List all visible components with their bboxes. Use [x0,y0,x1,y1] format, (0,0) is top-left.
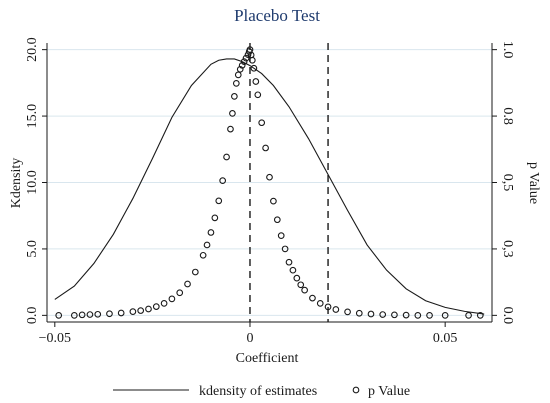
p-value-point [207,229,215,236]
p-value-point [309,294,316,302]
p-value-point [281,245,289,253]
right-y-tick-label: 0.0 [500,307,515,325]
p-value-point [465,312,472,319]
p-value-point [426,312,433,319]
p-value-point [240,58,248,65]
p-value-point [248,56,256,64]
legend-label-p-value: p Value [368,384,410,399]
kdensity-series-line [54,58,485,315]
p-value-point [145,305,152,313]
right-y-tick-label: 1.0 [500,41,515,59]
p-value-point [266,173,273,181]
p-value-point [231,93,238,100]
p-value-point [402,311,410,319]
left-y-tick-label: 0.0 [25,307,40,325]
p-value-point [285,258,293,266]
p-value-point [215,197,223,205]
left-y-tick-label: 20.0 [25,37,40,62]
grid-lines [47,49,492,316]
p-value-point [55,312,63,319]
p-value-point [86,311,94,318]
legend-marker-swatch [352,386,360,394]
p-value-point [332,306,340,313]
p-value-point [137,307,145,314]
left-y-tick-label: 10.0 [25,170,40,195]
chart-title: Placebo Test [234,6,320,25]
left-y-axis-title: Kdensity [9,158,24,209]
p-value-point [270,197,277,205]
p-value-point [106,310,113,318]
p-value-point [441,312,449,319]
p-value-series-points [55,46,484,319]
p-value-point [391,311,398,319]
p-value-point [238,61,246,69]
p-value-point [262,144,269,152]
p-value-point [273,216,281,224]
x-tick-label: −0.05 [39,331,71,346]
p-value-point [232,80,240,87]
p-value-point [234,71,242,79]
p-value-point [476,312,484,319]
left-y-tick-label: 5.0 [25,240,40,258]
p-value-point [184,280,191,288]
p-value-point [379,311,387,318]
p-value-point [252,78,260,85]
p-value-point [78,311,86,319]
p-value-point [94,310,102,318]
x-axis-title: Coefficient [236,351,299,366]
legend-label-kdensity: kdensity of estimates [199,384,317,399]
p-value-point [191,268,199,276]
p-value-point [117,309,125,317]
p-value-point [223,153,230,161]
p-value-point [236,65,244,73]
p-value-point [152,303,160,310]
p-value-point [344,308,351,316]
p-value-point [414,312,422,319]
p-value-point [219,177,227,184]
right-y-tick-label: 0,5 [500,174,515,192]
p-value-point [203,241,211,249]
p-value-point [289,266,297,274]
p-value-point [277,232,285,239]
p-value-point [176,289,184,297]
right-y-tick-label: 0.8 [500,107,515,125]
p-value-point [168,295,176,303]
p-value-point [324,303,332,311]
x-tick-label: 0 [246,331,253,346]
right-y-tick-label: 0,3 [500,240,515,258]
x-tick-label: 0.05 [433,331,458,346]
reference-lines [249,43,329,322]
axis-ticks: −0.05 0 0.05 0.0 5.0 10.0 15.0 20.0 0.0 0,3 0,5 0.8… [25,37,515,346]
p-value-point [250,64,258,72]
right-y-axis-title: p Value [526,162,541,204]
p-value-point [316,300,324,307]
p-value-point [211,214,219,222]
p-value-point [229,110,236,117]
p-value-point [70,312,78,319]
p-value-point [242,54,250,62]
p-value-point [258,119,266,127]
legend: kdensity of estimates p Value [113,384,410,399]
left-y-tick-label: 15.0 [25,104,40,129]
p-value-point [199,251,207,259]
p-value-point [297,281,305,289]
p-value-point [129,308,137,315]
p-value-point [367,310,375,318]
p-value-point [227,125,234,133]
p-value-point [355,309,363,317]
p-value-point [301,286,308,294]
p-value-point [254,91,262,99]
p-value-point [160,300,168,307]
p-value-point [293,274,301,282]
